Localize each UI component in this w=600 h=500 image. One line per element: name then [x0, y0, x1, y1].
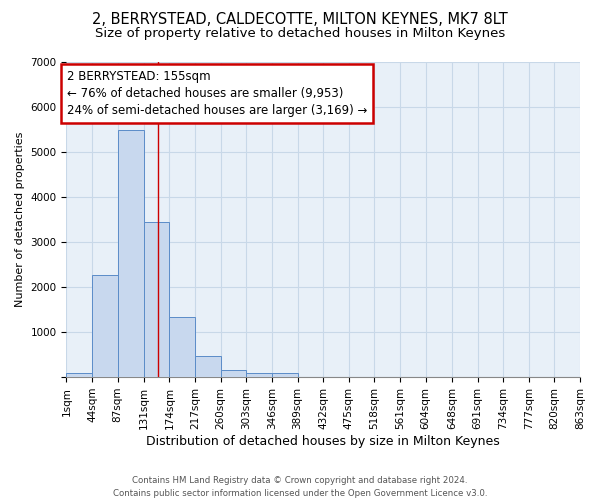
Text: Size of property relative to detached houses in Milton Keynes: Size of property relative to detached ho… — [95, 28, 505, 40]
Text: 2 BERRYSTEAD: 155sqm
← 76% of detached houses are smaller (9,953)
24% of semi-de: 2 BERRYSTEAD: 155sqm ← 76% of detached h… — [67, 70, 367, 116]
Bar — [221, 370, 247, 377]
Bar — [247, 374, 272, 377]
Bar — [92, 275, 118, 377]
X-axis label: Distribution of detached houses by size in Milton Keynes: Distribution of detached houses by size … — [146, 434, 500, 448]
Text: 2, BERRYSTEAD, CALDECOTTE, MILTON KEYNES, MK7 8LT: 2, BERRYSTEAD, CALDECOTTE, MILTON KEYNES… — [92, 12, 508, 28]
Bar — [169, 317, 195, 377]
Bar — [195, 356, 221, 377]
Bar — [144, 222, 169, 377]
Bar — [67, 372, 92, 377]
Bar — [118, 130, 144, 377]
Bar — [272, 374, 298, 377]
Y-axis label: Number of detached properties: Number of detached properties — [15, 132, 25, 307]
Text: Contains HM Land Registry data © Crown copyright and database right 2024.
Contai: Contains HM Land Registry data © Crown c… — [113, 476, 487, 498]
